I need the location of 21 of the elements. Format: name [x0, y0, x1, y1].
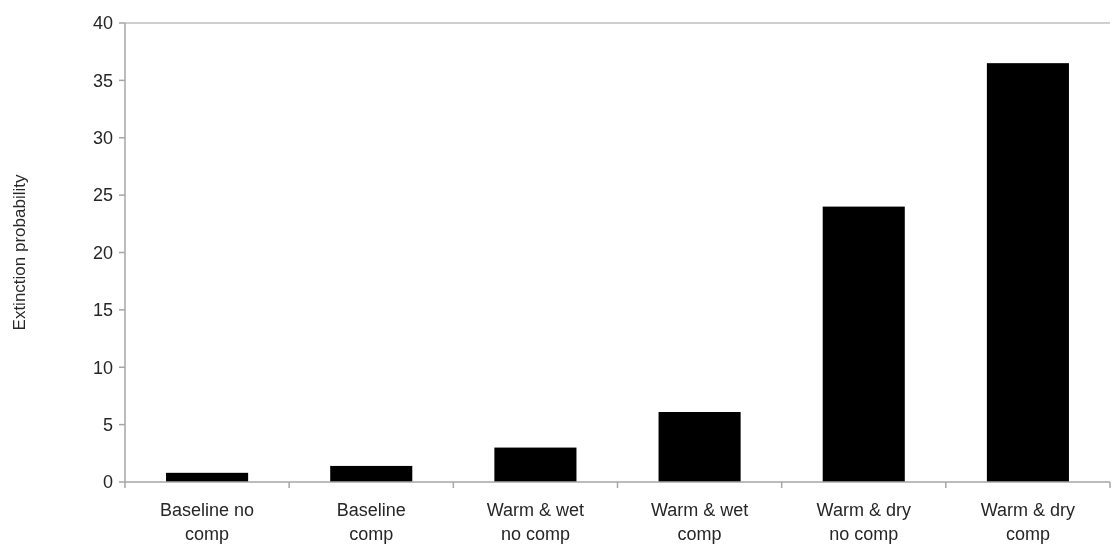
bar [822, 206, 905, 482]
x-tick-label: Warm & wet no comp [486, 500, 585, 544]
x-tick-label: Baseline no comp [160, 500, 255, 544]
bar [494, 447, 577, 482]
bar [658, 412, 741, 482]
bar [330, 465, 413, 482]
y-tick-label: 25 [92, 185, 113, 206]
y-axis-title: Extinction probability [10, 174, 29, 331]
y-tick-label: 10 [92, 357, 113, 378]
y-tick-label: 30 [92, 128, 113, 149]
y-tick-label: 5 [102, 414, 113, 435]
y-tick-label: 40 [92, 13, 113, 34]
x-tick-label: Warm & wet comp [650, 500, 749, 544]
x-tick-label: Warm & dry comp [980, 500, 1076, 544]
bar [986, 63, 1069, 482]
y-tick-label: 20 [92, 242, 113, 263]
y-tick-label: 0 [102, 472, 113, 493]
x-tick-label: Baseline comp [336, 500, 406, 544]
y-tick-label: 15 [92, 300, 113, 321]
y-tick-label: 35 [92, 70, 113, 91]
x-tick-label: Warm & dry no comp [816, 500, 911, 544]
